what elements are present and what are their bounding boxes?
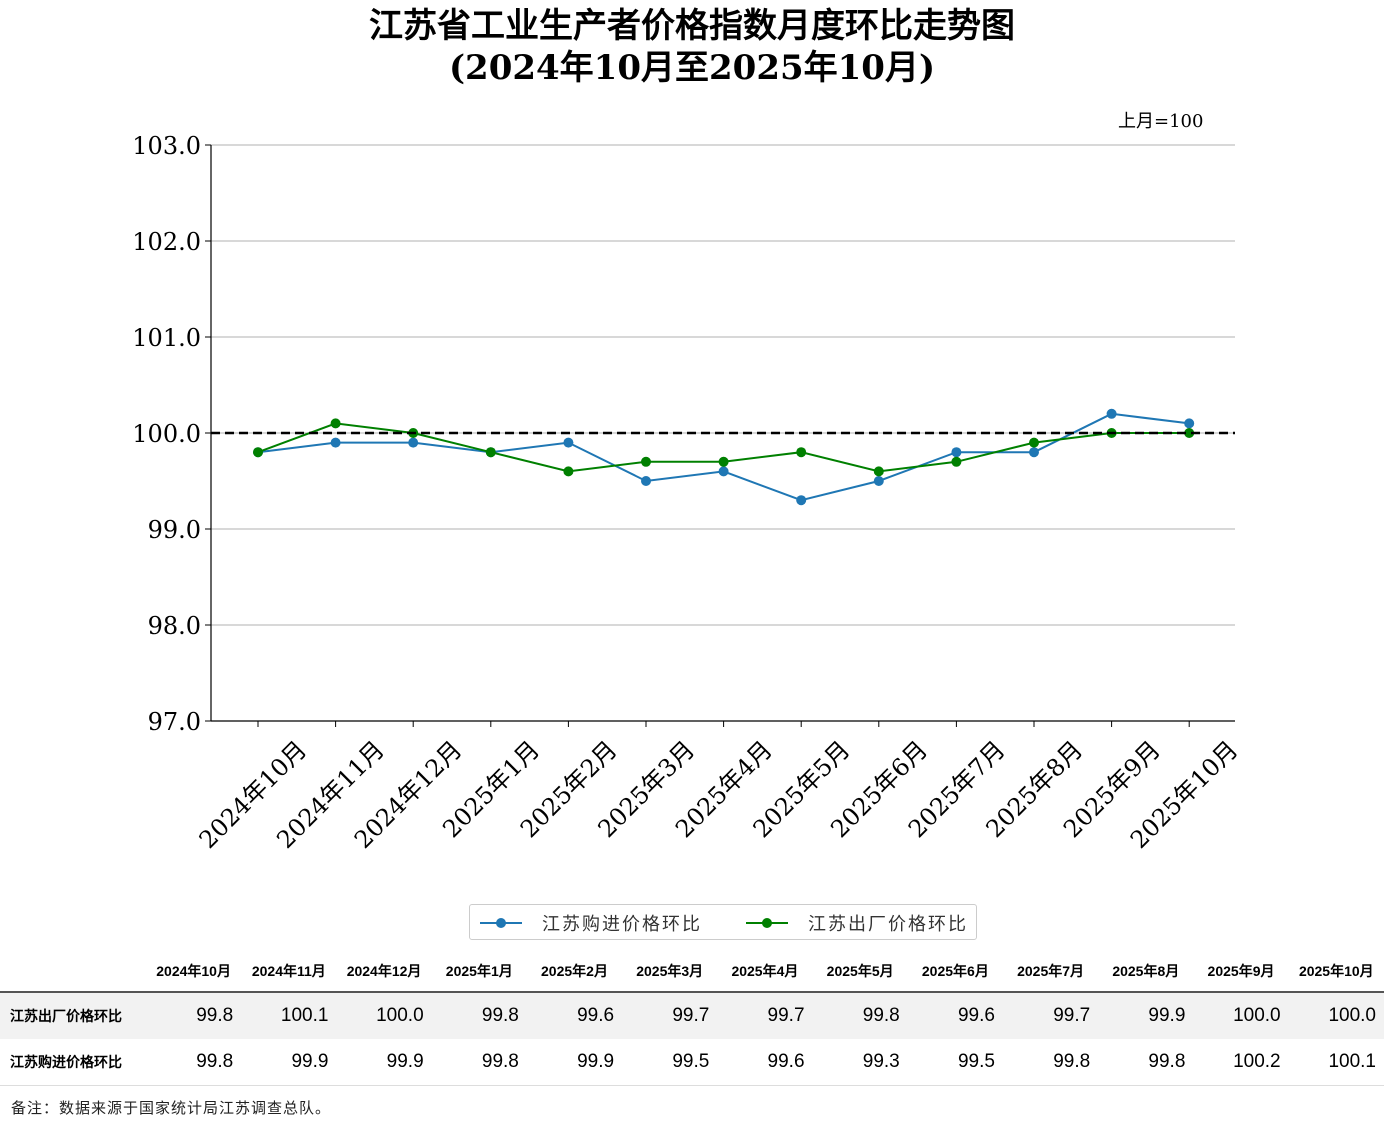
- legend-item-output: 江苏出厂价格环比: [746, 905, 968, 941]
- table-header: 2025年7月: [1002, 951, 1099, 993]
- data-point-1: [641, 456, 651, 467]
- table-header: 2025年9月: [1193, 951, 1289, 993]
- table-header: 2025年2月: [526, 951, 623, 993]
- table-header-row: 2024年10月 2024年11月 2024年12月 2025年1月 2025年…: [0, 951, 1384, 993]
- data-point-1: [718, 456, 729, 467]
- table-cell: 100.0: [1193, 992, 1289, 1039]
- data-point-1: [951, 456, 962, 467]
- footnote: 备注：数据来源于国家统计局江苏调查总队。: [11, 1099, 332, 1117]
- table-cell: 100.2: [1193, 1039, 1289, 1086]
- table-cell: 99.8: [431, 1039, 527, 1086]
- table-cell: 99.8: [146, 992, 242, 1039]
- table-header: 2025年8月: [1098, 951, 1194, 993]
- chart-subtitle: (2024年10月至2025年10月): [448, 48, 936, 88]
- table-cell: 99.7: [622, 992, 718, 1039]
- data-point-0: [408, 437, 419, 448]
- data-point-1: [796, 447, 807, 458]
- legend-swatch-purchase: [480, 916, 522, 930]
- data-point-1: [253, 447, 263, 458]
- table-cell: 99.7: [1002, 992, 1099, 1039]
- table-cell: 99.5: [907, 1039, 1003, 1086]
- line-chart: 97.098.099.0100.0101.0102.0103.02024年10月…: [132, 132, 1243, 854]
- table-header: 2024年12月: [336, 951, 432, 993]
- legend-swatch-output: [746, 916, 788, 930]
- legend-label-output: 江苏出厂价格环比: [808, 914, 968, 935]
- chart-legend: 江苏购进价格环比 江苏出厂价格环比: [469, 904, 977, 940]
- y-tick-label: 97.0: [148, 708, 201, 736]
- data-point-0: [951, 447, 962, 458]
- table-row-output: 江苏出厂价格环比 99.8 100.1 100.0 99.8 99.6 99.7…: [0, 992, 1384, 1039]
- table-header: 2024年10月: [146, 951, 242, 993]
- chart-title: 江苏省工业生产者价格指数月度环比走势图: [369, 6, 1015, 46]
- data-point-0: [1029, 447, 1039, 458]
- data-point-0: [330, 437, 341, 448]
- legend-item-purchase: 江苏购进价格环比: [480, 905, 702, 941]
- data-point-1: [873, 466, 884, 477]
- table-cell: 99.6: [526, 992, 623, 1039]
- table-corner: [0, 951, 146, 993]
- table-header: 2025年5月: [812, 951, 908, 993]
- data-point-0: [873, 476, 884, 486]
- data-point-0: [718, 466, 729, 477]
- data-point-0: [1184, 418, 1195, 429]
- data-table: 2024年10月 2024年11月 2024年12月 2025年1月 2025年…: [0, 951, 1384, 1086]
- table-cell: 100.1: [241, 992, 337, 1039]
- table-header: 2025年6月: [907, 951, 1003, 993]
- data-point-0: [1106, 408, 1117, 419]
- unit-note: 上月=100: [1118, 111, 1204, 132]
- table-header: 2025年1月: [431, 951, 527, 993]
- table-cell: 99.8: [812, 992, 908, 1039]
- table-cell: 99.8: [1002, 1039, 1099, 1086]
- y-tick-label: 101.0: [132, 324, 201, 352]
- table-cell: 99.3: [812, 1039, 908, 1086]
- table-cell: 99.9: [336, 1039, 432, 1086]
- data-point-1: [1029, 437, 1039, 448]
- table-cell: 99.8: [431, 992, 527, 1039]
- row-label: 江苏出厂价格环比: [0, 992, 146, 1039]
- table-header: 2025年10月: [1288, 951, 1384, 993]
- table-cell: 99.7: [717, 992, 813, 1039]
- data-point-0: [563, 437, 574, 448]
- data-point-1: [485, 447, 496, 458]
- table-row-purchase: 江苏购进价格环比 99.8 99.9 99.9 99.8 99.9 99.5 9…: [0, 1039, 1384, 1086]
- legend-label-purchase: 江苏购进价格环比: [542, 914, 702, 935]
- table-cell: 99.5: [622, 1039, 718, 1086]
- table-header: 2025年4月: [717, 951, 813, 993]
- table-header: 2024年11月: [241, 951, 337, 993]
- table-header: 2025年3月: [622, 951, 718, 993]
- data-point-0: [641, 476, 651, 486]
- table-cell: 99.8: [146, 1039, 242, 1086]
- y-tick-label: 99.0: [148, 516, 201, 544]
- data-point-1: [330, 418, 341, 429]
- table-cell: 99.9: [526, 1039, 623, 1086]
- table-cell: 99.8: [1098, 1039, 1194, 1086]
- data-point-1: [1184, 428, 1195, 438]
- y-tick-label: 102.0: [132, 228, 201, 256]
- row-label: 江苏购进价格环比: [0, 1039, 146, 1086]
- table-cell: 99.9: [1098, 992, 1194, 1039]
- data-point-1: [563, 466, 574, 477]
- y-tick-label: 103.0: [132, 132, 201, 160]
- table-cell: 100.0: [336, 992, 432, 1039]
- table-cell: 99.6: [717, 1039, 813, 1086]
- y-tick-label: 98.0: [148, 612, 201, 640]
- table-cell: 100.0: [1288, 992, 1384, 1039]
- table-cell: 99.6: [907, 992, 1003, 1039]
- y-tick-label: 100.0: [132, 420, 201, 448]
- table-cell: 100.1: [1288, 1039, 1384, 1086]
- data-point-0: [796, 495, 807, 506]
- table-cell: 99.9: [241, 1039, 337, 1086]
